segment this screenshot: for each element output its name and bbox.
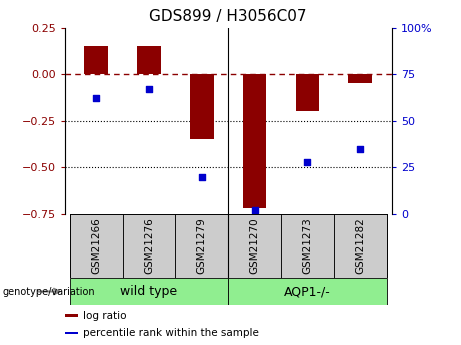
Point: [356, 146, 364, 151]
Bar: [70, 278, 228, 305]
Bar: [349, 74, 372, 83]
Point: [145, 86, 153, 92]
Bar: [228, 214, 281, 278]
Bar: [242, 74, 266, 208]
Text: genotype/variation: genotype/variation: [2, 287, 95, 296]
Text: wild type: wild type: [120, 285, 177, 298]
Bar: [281, 214, 334, 278]
Text: GSM21273: GSM21273: [302, 217, 313, 274]
Bar: [175, 214, 228, 278]
Point: [198, 174, 206, 179]
Point: [93, 96, 100, 101]
Point: [304, 159, 311, 165]
Point: [251, 207, 258, 213]
Text: AQP1-/-: AQP1-/-: [284, 285, 331, 298]
Bar: [296, 74, 319, 111]
Text: GSM21279: GSM21279: [197, 217, 207, 274]
Bar: [84, 46, 108, 74]
Bar: [190, 74, 214, 139]
Text: GSM21276: GSM21276: [144, 217, 154, 274]
Bar: [228, 278, 387, 305]
Title: GDS899 / H3056C07: GDS899 / H3056C07: [149, 9, 307, 24]
Bar: [65, 314, 77, 317]
Bar: [123, 214, 175, 278]
Text: GSM21282: GSM21282: [355, 217, 365, 274]
Bar: [334, 214, 387, 278]
Bar: [137, 46, 161, 74]
Text: percentile rank within the sample: percentile rank within the sample: [83, 328, 259, 338]
Text: GSM21270: GSM21270: [249, 217, 260, 274]
Bar: [65, 332, 77, 334]
Text: GSM21266: GSM21266: [91, 217, 101, 274]
Text: log ratio: log ratio: [83, 311, 126, 321]
Bar: [70, 214, 123, 278]
